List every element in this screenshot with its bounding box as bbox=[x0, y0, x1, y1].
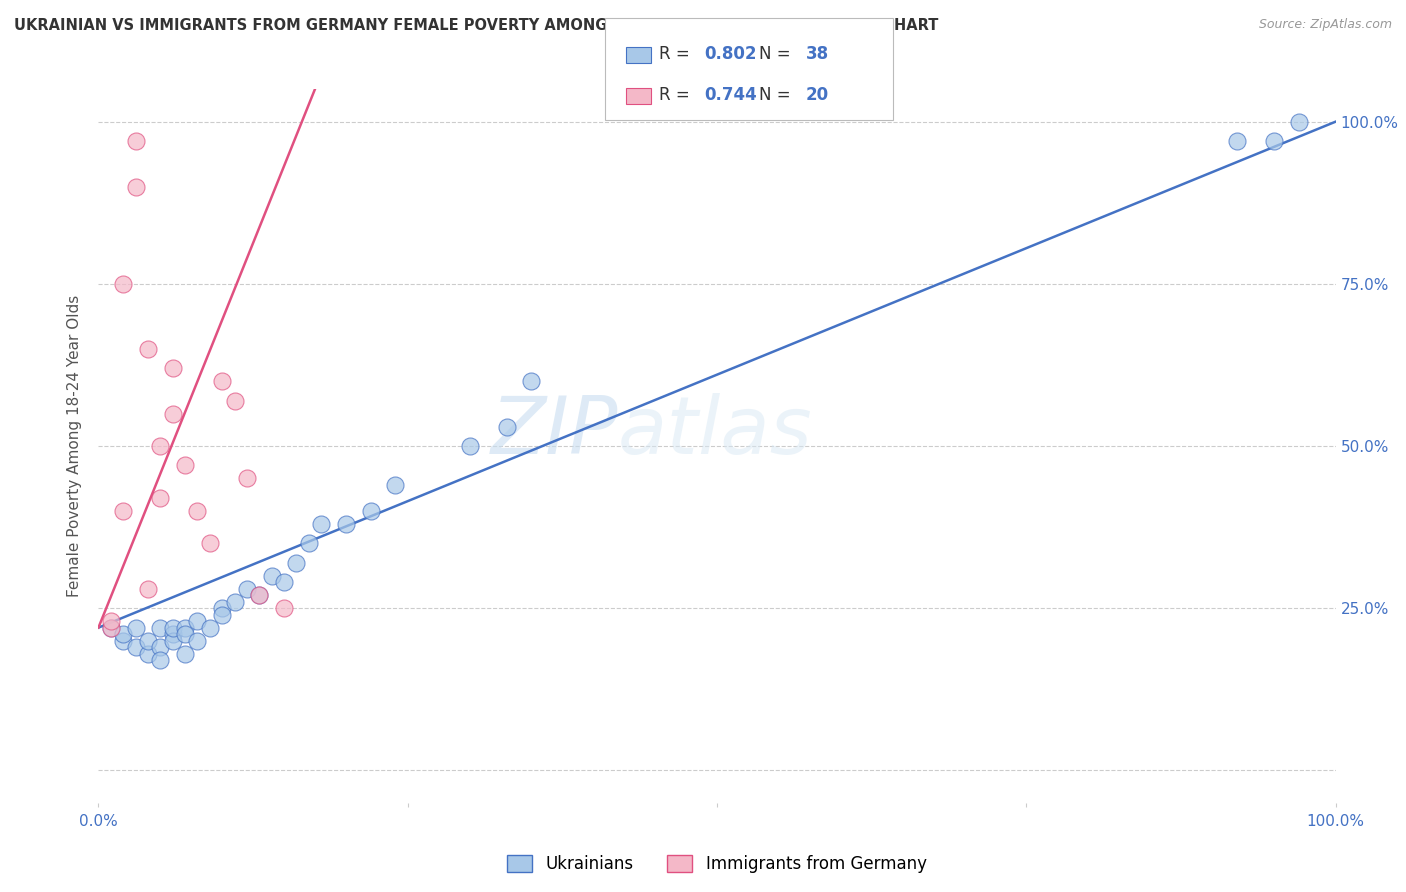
Point bbox=[136, 633, 159, 648]
Point bbox=[124, 134, 146, 148]
Point bbox=[236, 471, 259, 485]
Point bbox=[260, 568, 283, 582]
Point bbox=[100, 621, 122, 635]
Point bbox=[174, 621, 197, 635]
Point bbox=[112, 633, 135, 648]
Point bbox=[247, 588, 270, 602]
Point bbox=[285, 556, 308, 570]
Text: 20: 20 bbox=[806, 86, 828, 103]
Text: atlas: atlas bbox=[619, 392, 813, 471]
Point bbox=[198, 621, 221, 635]
Point bbox=[360, 504, 382, 518]
Point bbox=[174, 647, 197, 661]
Point bbox=[149, 653, 172, 667]
Point bbox=[211, 601, 233, 615]
Point bbox=[124, 621, 146, 635]
Point bbox=[124, 640, 146, 654]
Point bbox=[1288, 114, 1310, 128]
Point bbox=[112, 627, 135, 641]
Point bbox=[236, 582, 259, 596]
Point bbox=[186, 614, 208, 628]
Legend: Ukrainians, Immigrants from Germany: Ukrainians, Immigrants from Germany bbox=[501, 848, 934, 880]
Point bbox=[162, 621, 184, 635]
Point bbox=[198, 536, 221, 550]
Text: 0.744: 0.744 bbox=[704, 86, 758, 103]
Point bbox=[247, 588, 270, 602]
Text: N =: N = bbox=[759, 86, 796, 103]
Point bbox=[149, 491, 172, 505]
Point bbox=[174, 627, 197, 641]
Point bbox=[136, 647, 159, 661]
Point bbox=[124, 179, 146, 194]
Point bbox=[136, 582, 159, 596]
Point bbox=[298, 536, 321, 550]
Point bbox=[112, 504, 135, 518]
Point bbox=[174, 458, 197, 473]
Point bbox=[149, 439, 172, 453]
Point bbox=[224, 595, 246, 609]
Text: R =: R = bbox=[659, 45, 696, 62]
Y-axis label: Female Poverty Among 18-24 Year Olds: Female Poverty Among 18-24 Year Olds bbox=[67, 295, 83, 597]
Point bbox=[186, 504, 208, 518]
Point bbox=[273, 575, 295, 590]
Point bbox=[1263, 134, 1285, 148]
Point bbox=[384, 478, 406, 492]
Point bbox=[100, 614, 122, 628]
Point bbox=[149, 640, 172, 654]
Point bbox=[162, 407, 184, 421]
Point bbox=[1226, 134, 1249, 148]
Point bbox=[520, 374, 543, 388]
Point bbox=[335, 516, 357, 531]
Point bbox=[309, 516, 332, 531]
Text: UKRAINIAN VS IMMIGRANTS FROM GERMANY FEMALE POVERTY AMONG 18-24 YEAR OLDS CORREL: UKRAINIAN VS IMMIGRANTS FROM GERMANY FEM… bbox=[14, 18, 938, 33]
Point bbox=[495, 419, 517, 434]
Text: N =: N = bbox=[759, 45, 796, 62]
Text: 0.802: 0.802 bbox=[704, 45, 756, 62]
Text: ZIP: ZIP bbox=[491, 392, 619, 471]
Point bbox=[186, 633, 208, 648]
Point bbox=[211, 374, 233, 388]
Point bbox=[162, 361, 184, 376]
Point bbox=[224, 393, 246, 408]
Point bbox=[100, 621, 122, 635]
Point bbox=[458, 439, 481, 453]
Text: R =: R = bbox=[659, 86, 696, 103]
Point bbox=[162, 627, 184, 641]
Text: 38: 38 bbox=[806, 45, 828, 62]
Point bbox=[211, 607, 233, 622]
Point bbox=[273, 601, 295, 615]
Point bbox=[136, 342, 159, 356]
Point bbox=[162, 633, 184, 648]
Point bbox=[149, 621, 172, 635]
Text: Source: ZipAtlas.com: Source: ZipAtlas.com bbox=[1258, 18, 1392, 31]
Point bbox=[112, 277, 135, 291]
